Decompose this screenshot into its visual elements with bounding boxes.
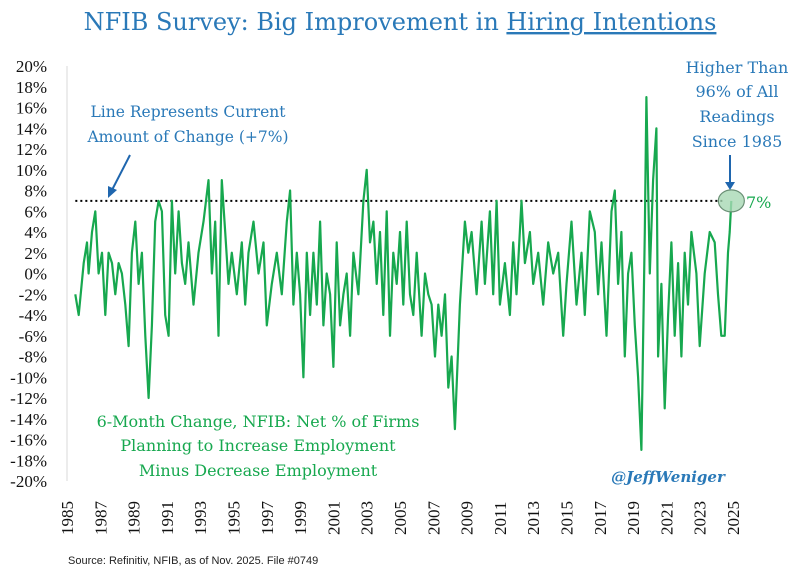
- y-tick-label: -2%: [19, 285, 47, 304]
- x-tick-label: 2003: [358, 501, 377, 535]
- percentile-line-2: 96% of All: [695, 82, 778, 101]
- y-tick-label: -16%: [10, 431, 47, 450]
- x-tick-label: 1997: [258, 501, 277, 536]
- arrow-icon: [108, 154, 131, 198]
- y-tick-label: -14%: [10, 410, 47, 429]
- author-handle: @JeffWeniger: [611, 468, 726, 486]
- annotation-line-1: Line Represents Current: [91, 103, 287, 121]
- x-tick-label: 1993: [191, 501, 210, 535]
- y-tick-label: -10%: [10, 368, 47, 387]
- percentile-line-4: Since 1985: [692, 132, 783, 151]
- y-tick-label: -18%: [10, 451, 47, 470]
- x-tick-label: 1987: [91, 501, 110, 536]
- y-tick-label: 12%: [16, 140, 47, 159]
- y-tick-label: 4%: [24, 223, 47, 242]
- x-tick-label: 2007: [424, 501, 443, 536]
- x-tick-label: 2015: [558, 501, 577, 535]
- current-value-label: 7%: [746, 193, 771, 212]
- x-tick-label: 2017: [591, 501, 610, 536]
- y-tick-label: 20%: [16, 57, 47, 76]
- y-tick-label: 8%: [24, 182, 47, 201]
- title-prefix: NFIB Survey: Big Improvement in: [84, 8, 507, 36]
- percentile-line-3: Readings: [699, 107, 774, 126]
- x-tick-label: 1989: [125, 501, 144, 535]
- y-tick-label: 18%: [16, 78, 47, 97]
- x-tick-labels: 1985 1987 1989 1991 1993 1995 1997 1999 2001 2003…: [58, 501, 743, 536]
- x-tick-label: 2001: [324, 501, 343, 535]
- y-tick-label: 14%: [16, 119, 47, 138]
- y-tick-label: -4%: [19, 306, 47, 325]
- y-tick-label: 6%: [24, 202, 47, 221]
- series-description-2: Planning to Increase Employment: [120, 436, 396, 455]
- y-tick-label: -20%: [10, 472, 47, 491]
- down-arrow-icon: [725, 155, 735, 190]
- title-underlined: Hiring Intentions: [506, 8, 716, 36]
- current-value-highlight: [717, 189, 745, 213]
- x-tick-label: 1991: [158, 501, 177, 535]
- percentile-line-1: Higher Than: [686, 58, 789, 77]
- x-tick-label: 2025: [724, 501, 743, 535]
- y-tick-labels: 20% 18% 16%14% 12% 10% 8%6% 4% 2% 0%-2% -4% -6% -8%…: [10, 57, 47, 491]
- x-tick-label: 1999: [291, 501, 310, 535]
- y-tick-label: 0%: [24, 265, 47, 284]
- series-description-3: Minus Decrease Employment: [139, 461, 378, 480]
- x-tick-label: 2005: [391, 501, 410, 535]
- x-tick-label: 2021: [657, 501, 676, 535]
- series-line: [74, 96, 733, 451]
- x-tick-label: 2023: [691, 501, 710, 535]
- y-tick-label: 10%: [16, 161, 47, 180]
- x-tick-label: 2019: [624, 501, 643, 535]
- x-tick-label: 1995: [225, 501, 244, 535]
- annotation-line-2: Amount of Change (+7%): [86, 128, 288, 146]
- y-tick-label: -6%: [19, 327, 47, 346]
- y-tick-label: -8%: [19, 348, 47, 367]
- chart-title: NFIB Survey: Big Improvement in Hiring I…: [84, 8, 717, 36]
- x-tick-label: 2013: [524, 501, 543, 535]
- y-tick-label: 16%: [16, 99, 47, 118]
- x-tick-label: 2011: [491, 502, 510, 535]
- series-description-1: 6-Month Change, NFIB: Net % of Firms: [97, 412, 420, 431]
- source-note: Source: Refinitiv, NFIB, as of Nov. 2025…: [68, 555, 318, 567]
- y-tick-label: -12%: [10, 389, 47, 408]
- x-tick-label: 1985: [58, 501, 77, 535]
- y-tick-label: 2%: [24, 244, 47, 263]
- x-tick-label: 2009: [458, 501, 477, 535]
